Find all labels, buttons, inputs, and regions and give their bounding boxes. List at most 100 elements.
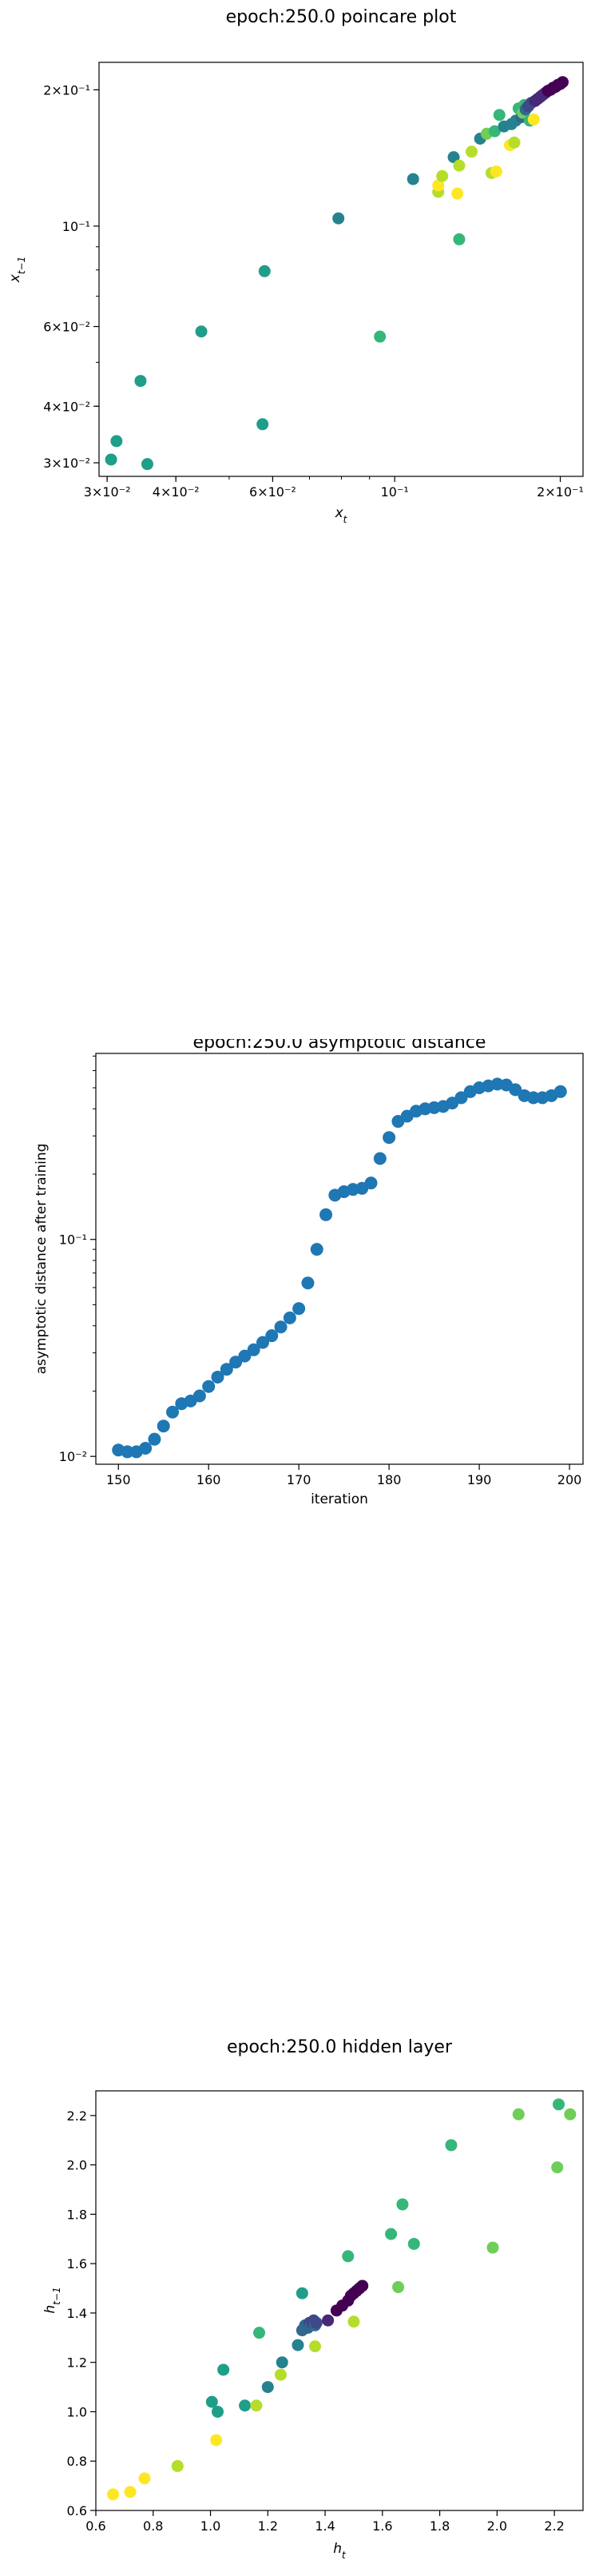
data-point	[385, 2228, 398, 2240]
x-tick-label: 0.8	[143, 2518, 163, 2534]
x-tick-label: 1.2	[258, 2518, 278, 2534]
data-point	[310, 1243, 323, 1256]
x-tick-label: 0.6	[85, 2518, 105, 2534]
data-point	[527, 113, 540, 125]
data-point	[148, 1432, 161, 1446]
data-point	[220, 1363, 233, 1376]
data-point	[436, 169, 449, 182]
x-tick-label: 170	[287, 1472, 311, 1487]
x-tick-label: 1.4	[315, 2518, 335, 2534]
data-point	[407, 2237, 420, 2250]
data-point	[342, 2250, 355, 2263]
data-point	[124, 2486, 137, 2498]
data-point	[432, 179, 445, 192]
x-tick-label: 2×10⁻¹	[537, 484, 584, 500]
data-point	[493, 109, 506, 121]
asymptotic-distance-figure: epoch:250.0 asymptotic distance 150 160 170…	[0, 1039, 603, 1519]
data-point	[383, 1131, 396, 1145]
data-point	[322, 2314, 335, 2327]
plot-frame	[95, 1053, 584, 1465]
y-tick-label: 0.8	[67, 2454, 87, 2469]
x-tick-label: 10⁻¹	[381, 484, 409, 500]
data-point	[256, 1336, 269, 1349]
data-point	[447, 151, 460, 164]
data-point	[347, 2315, 360, 2328]
y-tick-label: 10⁻²	[59, 1449, 87, 1464]
y-tick-label: 10⁻¹	[59, 1232, 87, 1248]
y-tick-label: 1.8	[67, 2207, 87, 2222]
data-point	[551, 2161, 564, 2174]
data-point	[553, 1085, 567, 1098]
data-point	[508, 136, 521, 149]
data-point	[210, 2434, 223, 2447]
data-point	[332, 212, 345, 225]
x-axis-label: xt	[335, 505, 348, 525]
data-point	[509, 1083, 522, 1097]
data-point	[247, 1343, 260, 1356]
data-point	[396, 2198, 409, 2211]
data-point	[445, 2139, 458, 2152]
x-tick-label: 1.8	[430, 2518, 450, 2534]
data-point	[166, 1405, 180, 1419]
data-point	[373, 1152, 387, 1165]
data-point	[211, 1370, 224, 1384]
data-point	[274, 1320, 288, 1334]
x-tick-label: 3×10⁻²	[84, 484, 131, 500]
data-point	[157, 1419, 170, 1433]
x-tick-label: 4×10⁻²	[153, 484, 200, 500]
y-tick-label: 0.6	[67, 2503, 87, 2518]
data-point	[356, 2279, 369, 2292]
data-point	[276, 2356, 288, 2369]
data-points	[105, 76, 569, 471]
data-point	[141, 458, 153, 471]
data-point	[205, 2395, 218, 2408]
y-axis-label: xt−1	[7, 257, 27, 283]
data-point	[309, 2340, 321, 2353]
data-point	[134, 375, 147, 388]
asymptotic-distance-chart: epoch:250.0 asymptotic distance 150 160 170…	[34, 1039, 584, 1507]
data-point	[212, 2405, 224, 2418]
data-point	[407, 173, 419, 185]
y-axis-label: asymptotic distance after training	[34, 1144, 50, 1375]
x-tick-label: 6×10⁻²	[249, 484, 296, 500]
y-tick-label: 1.6	[67, 2256, 87, 2271]
data-point	[239, 2399, 252, 2412]
y-tick-label: 1.0	[67, 2404, 87, 2419]
data-point	[364, 1177, 378, 1190]
data-point	[553, 2098, 565, 2111]
data-point	[283, 1311, 296, 1324]
data-point	[319, 1208, 333, 1221]
data-point	[512, 2108, 525, 2120]
data-point	[139, 1442, 153, 1455]
data-point	[451, 187, 464, 200]
y-tick-label: 6×10⁻²	[43, 320, 90, 335]
data-point	[105, 453, 117, 466]
data-point	[192, 1389, 206, 1403]
x-axis-label: ht	[333, 2541, 347, 2561]
y-tick-label: 2×10⁻¹	[43, 82, 90, 98]
x-tick-label: 150	[106, 1472, 131, 1487]
data-point	[453, 159, 466, 172]
x-tick-label: 1.0	[200, 2518, 220, 2534]
y-tick-label: 1.4	[67, 2306, 87, 2321]
poincare-plot-chart: epoch:250.0 poincare plot 3×10⁻² 4×10⁻² 6×1…	[7, 7, 584, 525]
data-point	[258, 265, 271, 277]
y-tick-label: 2.0	[67, 2158, 87, 2173]
x-tick-label: 1.6	[372, 2518, 392, 2534]
data-point	[265, 1329, 279, 1343]
y-tick-label: 10⁻¹	[62, 219, 90, 234]
x-tick-label: 2.0	[487, 2518, 507, 2534]
data-points	[107, 2098, 577, 2501]
data-point	[490, 165, 502, 178]
data-point	[138, 2472, 151, 2485]
data-point	[454, 1091, 468, 1105]
data-point	[256, 418, 269, 431]
y-axis-label: ht−1	[42, 2287, 62, 2313]
hidden-layer-chart: epoch:250.0 hidden layer 0.6 0.8 1.0 1.2 1.4 1…	[42, 2037, 584, 2561]
hidden-layer-figure: epoch:250.0 hidden layer 0.6 0.8 1.0 1.2 1.4 1…	[0, 2030, 603, 2576]
data-point	[238, 1349, 252, 1363]
data-point	[488, 125, 501, 137]
data-point	[374, 330, 387, 343]
data-points	[112, 1077, 567, 1459]
x-tick-label: 180	[377, 1472, 402, 1487]
